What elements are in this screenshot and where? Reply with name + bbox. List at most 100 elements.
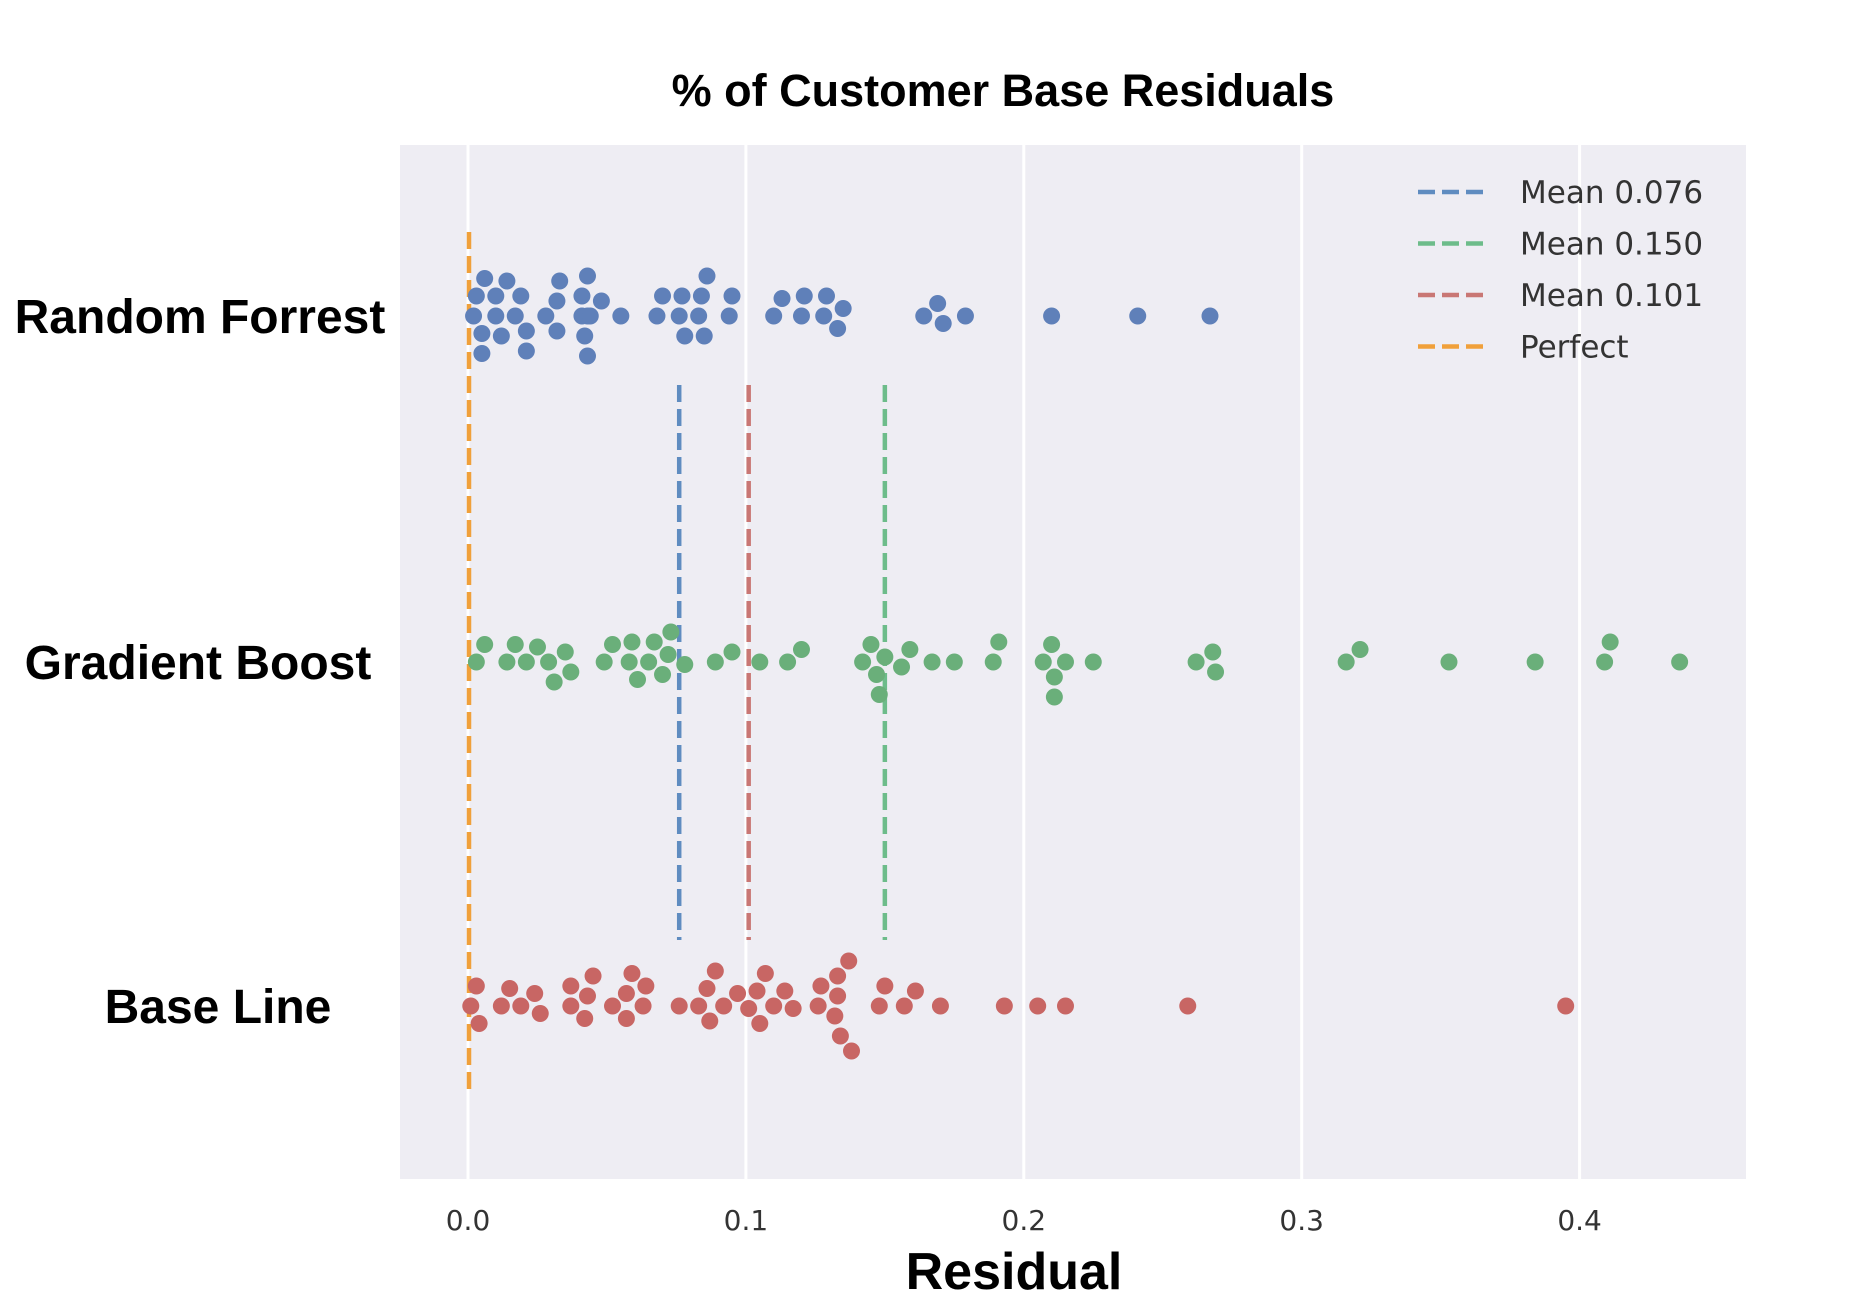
data-point [498,272,516,290]
data-point [578,267,596,285]
data-point [634,997,652,1015]
data-point [531,1005,549,1022]
data-point [729,985,747,1002]
data-point [545,673,563,691]
data-point [562,977,580,995]
x-axis-label: Residual [906,1243,1123,1298]
x-tick-label: 0.4 [1557,1204,1602,1237]
data-point [984,653,1002,671]
data-point [584,967,602,985]
data-point [829,320,847,337]
data-point [765,307,783,325]
data-point [826,1007,844,1025]
data-point [1337,653,1355,671]
data-point [517,322,535,340]
x-tick-labels: 0.0 0.1 0.2 0.3 0.4 [446,1204,1602,1237]
data-point [492,327,510,345]
data-point [537,307,555,325]
data-point [840,952,858,970]
data-point [562,663,580,681]
data-point [640,653,658,671]
data-point [854,653,872,671]
category-labels: Random Forrest Gradient Boost Base Line [15,291,386,1034]
data-point [1043,307,1061,325]
data-point [1129,307,1147,325]
data-point [620,653,638,671]
data-point [623,633,641,651]
data-point [870,686,888,703]
data-point [748,982,766,1000]
category-label: Random Forrest [15,291,386,344]
data-point [512,997,530,1015]
data-point [676,327,694,345]
data-point [995,997,1013,1015]
data-point [792,641,810,658]
data-point [706,962,724,980]
data-point [659,646,677,663]
data-point [792,307,810,325]
data-point [1201,307,1219,325]
data-point [506,307,524,325]
data-point [612,307,630,325]
data-point [723,287,741,305]
data-point [1526,653,1544,671]
data-point [467,287,485,305]
data-point [776,982,794,1000]
data-point [1084,653,1102,671]
data-point [673,287,691,305]
data-point [476,636,494,653]
data-point [676,656,694,673]
data-point [581,307,599,325]
data-point [870,997,888,1015]
data-point [517,653,535,671]
data-point [795,287,813,305]
category-label: Gradient Boost [25,637,372,690]
data-point [829,987,847,1005]
data-point [784,1000,802,1017]
data-point [648,307,666,325]
data-point [548,292,566,310]
data-point [1440,653,1458,671]
data-point [756,965,774,982]
legend-entry: Mean 0.101 [1520,278,1703,314]
data-point [576,1010,594,1027]
data-point [473,345,491,362]
data-point [1557,997,1575,1015]
data-point [1671,653,1689,671]
data-point [829,967,847,985]
data-point [1187,653,1205,671]
data-point [670,307,688,325]
data-point [1207,663,1225,681]
data-point [476,270,494,287]
data-point [834,300,852,317]
data-point [604,997,622,1015]
data-point [876,648,894,666]
data-point [645,633,663,651]
data-point [779,653,797,671]
data-point [492,997,510,1015]
data-point [690,997,708,1015]
data-point [526,985,544,1002]
data-point [1601,633,1619,651]
data-point [815,307,833,325]
legend-entry: Mean 0.150 [1520,227,1703,263]
data-point [706,653,724,671]
data-point [701,1012,719,1030]
data-point [931,997,949,1015]
chart-title: % of Customer Base Residuals [672,65,1335,116]
data-point [512,287,530,305]
x-tick-label: 0.3 [1279,1204,1324,1237]
data-point [623,965,641,982]
data-point [751,1015,769,1032]
data-point [578,987,596,1005]
data-point [562,997,580,1015]
data-point [765,997,783,1015]
data-point [1056,653,1074,671]
data-point [487,307,505,325]
data-point [654,287,672,305]
data-point [670,997,688,1015]
data-point [809,997,827,1015]
data-point [934,315,952,332]
data-point [578,347,596,365]
